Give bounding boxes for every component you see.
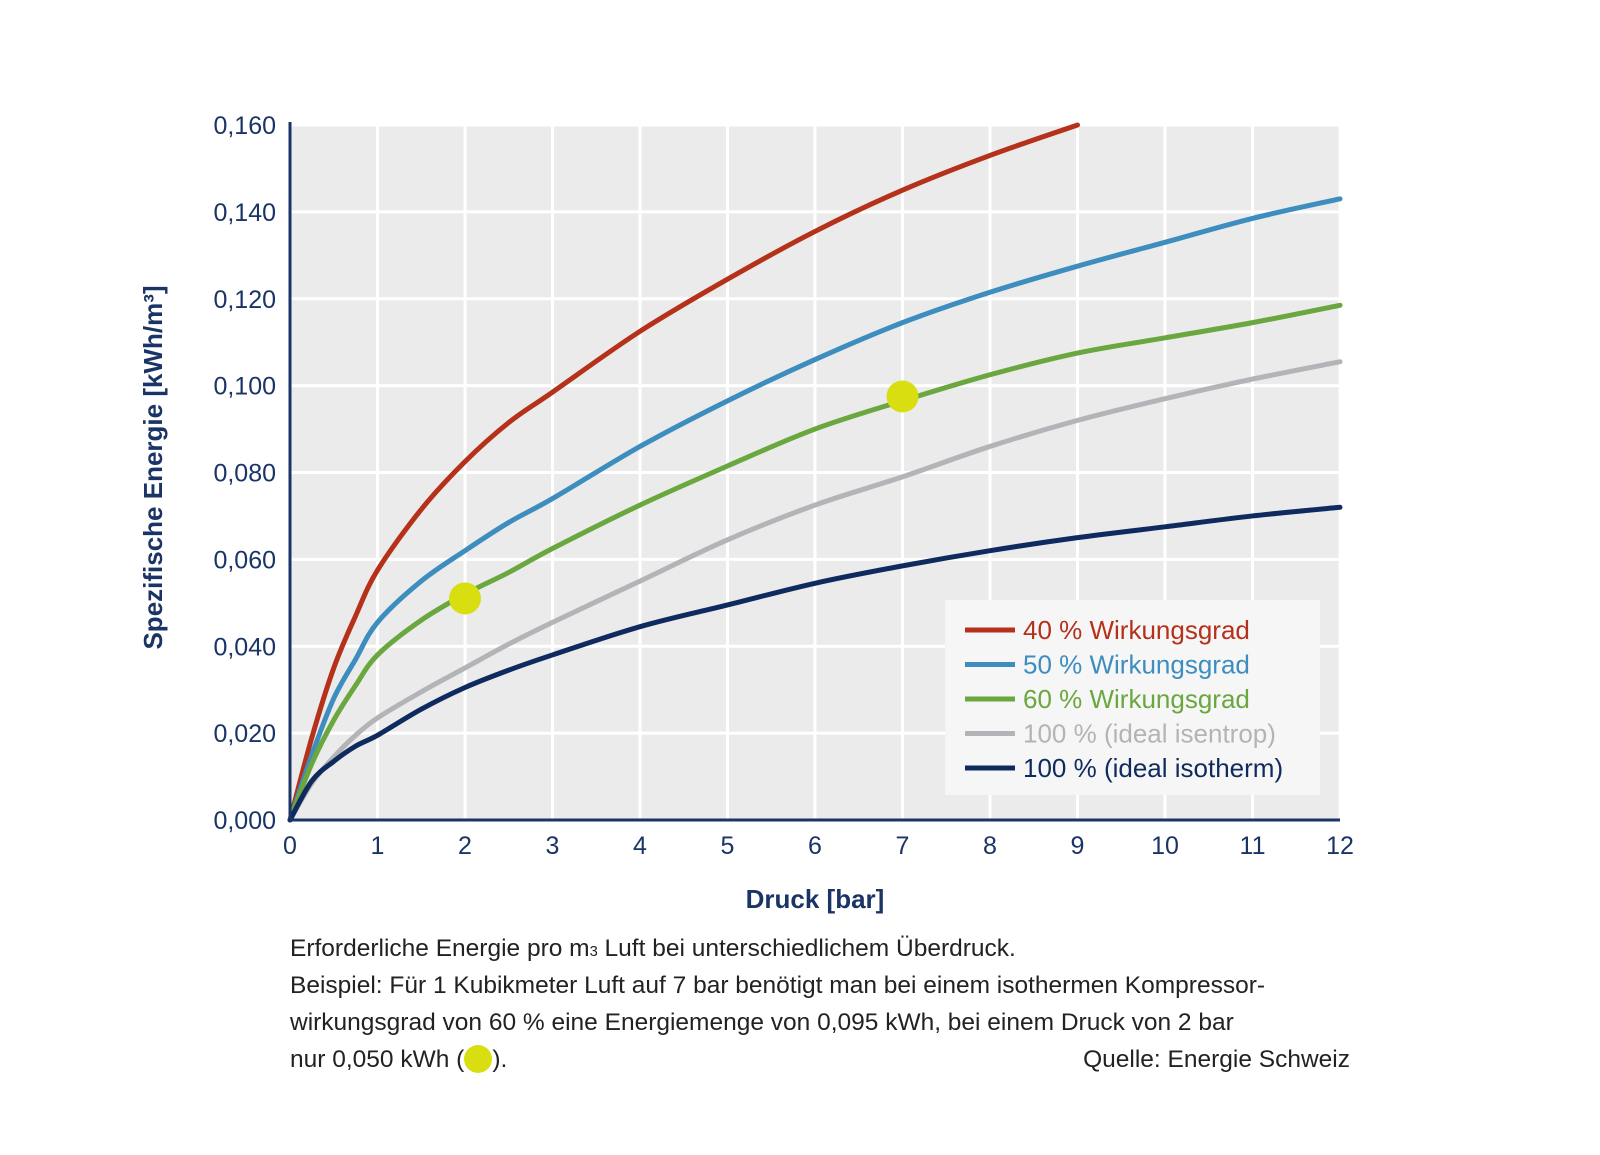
x-tick-label: 3 xyxy=(546,832,560,860)
example-point-1 xyxy=(449,582,481,615)
x-tick-label: 2 xyxy=(458,832,472,860)
marker-dot-icon xyxy=(464,1045,493,1073)
x-tick-label: 9 xyxy=(1071,832,1085,860)
caption: Erforderliche Energie pro m3 Luft bei un… xyxy=(290,930,1350,1078)
y-tick-label: 0,120 xyxy=(213,286,276,314)
y-tick-label: 0,100 xyxy=(213,373,276,401)
caption-line-3: wirkungsgrad von 60 % eine Energiemenge … xyxy=(290,1009,1234,1036)
y-tick-label: 0,020 xyxy=(213,720,276,748)
x-tick-label: 5 xyxy=(721,832,735,860)
y-tick-label: 0,140 xyxy=(213,199,276,227)
legend-label: 50 % Wirkungsgrad xyxy=(1023,650,1250,680)
series-line-5 xyxy=(287,504,1343,823)
y-tick-label: 0,060 xyxy=(213,546,276,574)
series-line-4 xyxy=(287,359,1343,823)
x-tick-label: 12 xyxy=(1326,832,1354,860)
x-tick-label: 11 xyxy=(1240,832,1266,860)
x-tick-label: 10 xyxy=(1151,832,1179,860)
source-note: Quelle: Energie Schweiz xyxy=(1083,1046,1350,1073)
x-tick-label: 7 xyxy=(896,832,910,860)
y-tick-label: 0,160 xyxy=(213,112,276,140)
x-tick-label: 6 xyxy=(808,832,822,860)
caption-line-4: nur 0,050 kWh (). xyxy=(290,1045,508,1073)
legend-label: 40 % Wirkungsgrad xyxy=(1023,615,1250,645)
series-line-2 xyxy=(287,196,1343,823)
y-tick-label: 0,000 xyxy=(213,807,276,835)
legend-label: 100 % (ideal isotherm) xyxy=(1023,753,1283,783)
x-tick-label: 1 xyxy=(371,832,385,860)
series-line-3 xyxy=(287,302,1343,823)
x-tick-label: 0 xyxy=(283,832,297,860)
caption-line-1: Erforderliche Energie pro m3 Luft bei un… xyxy=(290,935,1016,962)
legend-label: 60 % Wirkungsgrad xyxy=(1023,684,1250,714)
series-line-1 xyxy=(287,122,1080,823)
y-axis-title: Spezifische Energie [kWh/m³] xyxy=(138,285,168,649)
x-tick-label: 8 xyxy=(983,832,997,860)
axes xyxy=(288,122,1340,822)
series-lines xyxy=(287,122,1343,823)
example-markers xyxy=(449,380,919,615)
chart: 0 1 2 3 4 5 6 7 8 9 10 11 120,0000,0200,0400,0600,08… xyxy=(138,112,1354,914)
legend-label: 100 % (ideal isentrop) xyxy=(1023,719,1276,749)
example-point-2 xyxy=(886,380,919,413)
x-axis-title: Druck [bar] xyxy=(746,884,885,914)
legend: 40 % Wirkungsgrad 50 % Wirkungsgrad 60 % W… xyxy=(945,600,1320,795)
x-tick-label: 4 xyxy=(633,832,647,860)
tick-labels: 0 1 2 3 4 5 6 7 8 9 10 11 120,0000,0200,0400,0600,08… xyxy=(213,112,1353,860)
y-tick-label: 0,080 xyxy=(213,460,276,488)
y-tick-label: 0,040 xyxy=(213,633,276,661)
caption-line-2: Beispiel: Für 1 Kubikmeter Luft auf 7 ba… xyxy=(290,972,1266,999)
